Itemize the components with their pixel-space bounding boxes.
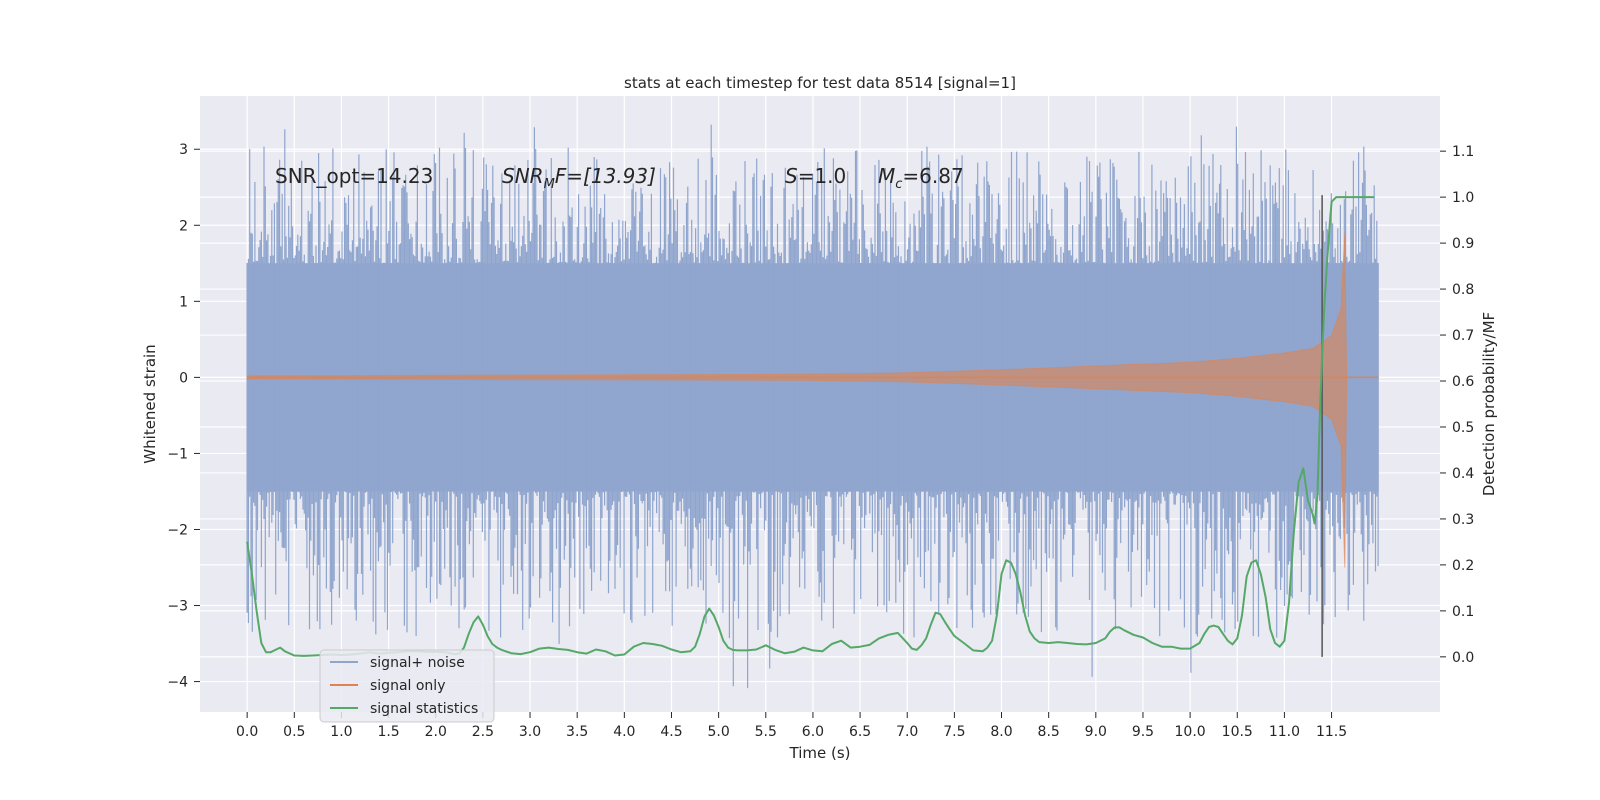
- x-tick-label: 4.5: [660, 724, 682, 740]
- x-tick-label: 11.5: [1316, 724, 1347, 740]
- annotation-snr-mf-sub: M: [544, 177, 555, 192]
- legend-label-signal-noise: signal+ noise: [370, 655, 465, 671]
- series-signal-only: [246, 232, 1379, 568]
- annotation-mc: Mc=6.87: [878, 164, 964, 192]
- x-tick-label: 6.0: [802, 724, 824, 740]
- y2-tick-label: 0.8: [1452, 282, 1474, 298]
- y-axis-label: Whitened strain: [141, 344, 159, 463]
- y2-tick-label: 0.3: [1452, 512, 1474, 528]
- y2-axis-label: Detection probability/MF: [1480, 312, 1498, 496]
- legend-label-signal-statistics: signal statistics: [370, 701, 478, 717]
- statistics-line: [246, 196, 1374, 657]
- y-tick-label: 1: [179, 294, 188, 310]
- annotation-snr-opt: SNR_opt=14.23: [275, 164, 433, 188]
- x-tick-label: 1.5: [377, 724, 399, 740]
- annotation-snr-mf-rest: F=[13.93]: [555, 164, 656, 188]
- x-tick-label: 10.0: [1175, 724, 1206, 740]
- y2-tick-label: 0.7: [1452, 328, 1474, 344]
- annotation-snr-mf-name: SNR: [502, 164, 544, 188]
- annotation-mc-value: =6.87: [902, 164, 963, 188]
- x-tick-label: 6.5: [849, 724, 871, 740]
- x-tick-label: 4.0: [613, 724, 635, 740]
- x-tick-label: 10.5: [1222, 724, 1253, 740]
- y-axis-ticks: −4 −3 −2 −1 0 1 2 3: [167, 142, 200, 691]
- x-tick-label: 7.0: [896, 724, 918, 740]
- x-tick-label: 3.0: [519, 724, 541, 740]
- annotation-s-value: =1.0: [798, 164, 847, 188]
- y2-tick-label: 0.1: [1452, 604, 1474, 620]
- y2-tick-label: 0.2: [1452, 558, 1474, 574]
- annotation-mc-sub: c: [895, 177, 902, 192]
- x-tick-label: 5.5: [755, 724, 777, 740]
- y-tick-label: −4: [167, 675, 188, 691]
- y-tick-label: 3: [179, 142, 188, 158]
- x-tick-label: 8.5: [1038, 724, 1060, 740]
- legend: signal+ noise signal only signal statist…: [319, 649, 495, 723]
- y-tick-label: 2: [179, 218, 188, 234]
- y2-tick-label: 0.4: [1452, 466, 1474, 482]
- y2-tick-label: 0.5: [1452, 420, 1474, 436]
- x-tick-label: 1.0: [330, 724, 352, 740]
- x-axis-ticks: 0.0 0.5 1.0 1.5 2.0 2.5 3.0 3.5 4.0 4.5 5.0 5.5 6.0 6…: [236, 712, 1347, 740]
- chart-title: stats at each timestep for test data 851…: [624, 74, 1016, 92]
- x-tick-label: 5.0: [707, 724, 729, 740]
- y-tick-label: −2: [167, 522, 188, 538]
- y2-tick-label: 0.9: [1452, 236, 1474, 252]
- y2-tick-label: 1.0: [1452, 190, 1474, 206]
- annotation-mc-name: M: [878, 164, 895, 188]
- x-tick-label: 9.5: [1132, 724, 1154, 740]
- x-tick-label: 9.0: [1085, 724, 1107, 740]
- y-tick-label: −1: [167, 446, 188, 462]
- x-tick-label: 7.5: [943, 724, 965, 740]
- x-tick-label: 0.0: [236, 724, 258, 740]
- y2-tick-label: 1.1: [1452, 144, 1474, 160]
- y-tick-label: −3: [167, 599, 188, 615]
- annotation-snr-mf: SNRMF=[13.93]: [502, 164, 656, 192]
- x-tick-label: 11.0: [1269, 724, 1300, 740]
- legend-label-signal-only: signal only: [370, 678, 445, 694]
- y2-tick-label: 0.0: [1452, 650, 1474, 666]
- legend-box: [319, 649, 495, 723]
- annotation-s: S=1.0: [785, 164, 846, 188]
- annotation-s-name: S: [785, 164, 798, 188]
- x-tick-label: 8.0: [990, 724, 1012, 740]
- chirp-envelope: [246, 232, 1348, 568]
- x-tick-label: 2.0: [425, 724, 447, 740]
- series-signal-statistics: [246, 196, 1374, 657]
- y2-axis-ticks: 0.0 0.1 0.2 0.3 0.4 0.5 0.6 0.7 0.8 0.9 1.0 1.1: [1440, 144, 1474, 666]
- x-tick-label: 2.5: [472, 724, 494, 740]
- annotations: SNR_opt=14.23 SNRMF=[13.93] S=1.0 Mc=6.8…: [275, 164, 964, 192]
- y2-tick-label: 0.6: [1452, 374, 1474, 390]
- x-axis-label: Time (s): [789, 744, 851, 762]
- x-tick-label: 0.5: [283, 724, 305, 740]
- x-tick-label: 3.5: [566, 724, 588, 740]
- y-tick-label: 0: [179, 370, 188, 386]
